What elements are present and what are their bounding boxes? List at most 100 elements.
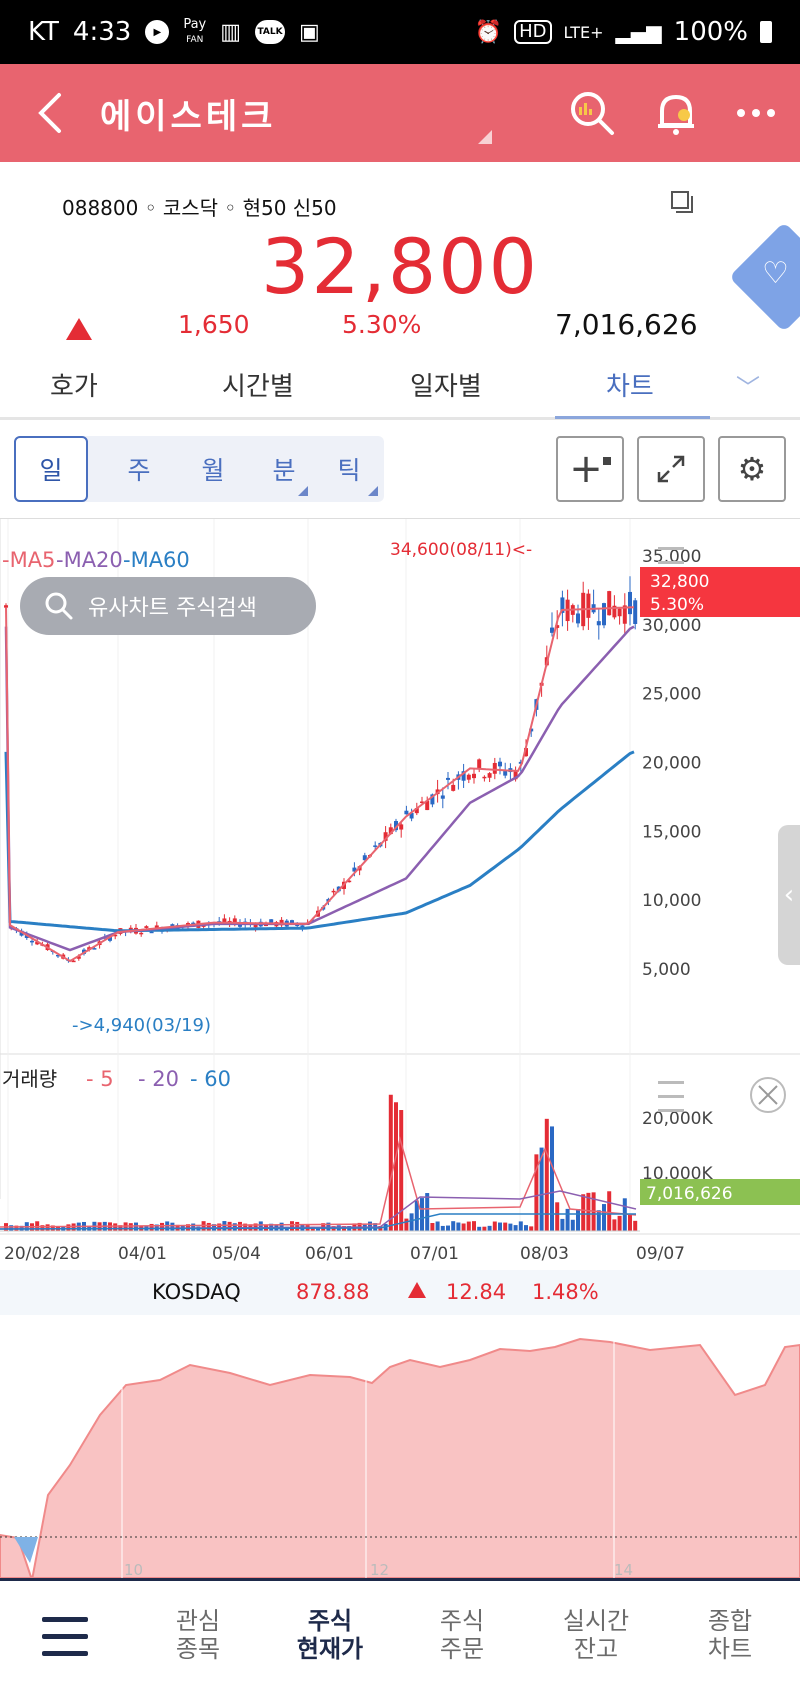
candle-body (446, 777, 450, 780)
heart-icon: ♡ (762, 256, 789, 291)
candle-body (388, 827, 393, 835)
nav-watchlist[interactable]: 관심 종목 (138, 1607, 258, 1663)
candle-body (607, 591, 612, 616)
tab-by-date[interactable]: 일자별 (410, 372, 482, 402)
candle-body (331, 890, 336, 893)
similar-chart-search-button[interactable]: 유사차트 주식검색 (20, 577, 316, 635)
clock: 4:33 (72, 17, 132, 47)
bell-icon[interactable] (654, 89, 698, 137)
candle-body (622, 605, 627, 624)
volume-bar (435, 1221, 440, 1231)
change-rate: 5.30% (342, 310, 422, 339)
candle-body (498, 761, 502, 767)
market-index-bar[interactable]: KOSDAQ 878.88 12.84 1.48% (0, 1270, 800, 1315)
back-button[interactable] (0, 64, 100, 162)
candle-body (238, 923, 242, 927)
volume-bar (602, 1204, 606, 1231)
candle-body (617, 608, 622, 617)
nav-full-chart[interactable]: 종합 차트 (670, 1607, 790, 1663)
carrier-label: KT (28, 17, 59, 47)
volume-legend-item: - 20 (138, 1067, 179, 1091)
price-change: 1,650 (178, 310, 250, 339)
period-tick[interactable]: 틱 (337, 456, 361, 485)
nav-order-label: 주식 주문 (439, 1607, 485, 1663)
search-icon[interactable] (568, 89, 616, 137)
title-dropdown-indicator[interactable] (478, 130, 492, 144)
volume-bar (550, 1126, 554, 1231)
tab-orderbook[interactable]: 호가 (50, 372, 98, 402)
side-panel-handle[interactable]: ‹ (778, 825, 800, 965)
volume-bar (316, 1226, 320, 1231)
copy-icon[interactable] (670, 190, 696, 216)
candle-body (222, 918, 227, 924)
candle-body (373, 845, 378, 847)
stock-chart[interactable]: 35,000 30,000 25,000 20,000 15,000 10,000 5,00… (0, 518, 800, 1270)
volume-menu-icon (658, 1109, 684, 1112)
volume-bar (66, 1224, 71, 1231)
period-day[interactable]: 일 (14, 436, 88, 502)
candle-body (576, 613, 580, 624)
volume-bar (425, 1193, 430, 1231)
alarm-icon: ⏰ (474, 19, 503, 45)
signal-icon: ▂▄▆ (615, 20, 662, 44)
volume-bar (222, 1221, 227, 1231)
candle-body (503, 771, 508, 776)
volume-bar (518, 1221, 523, 1231)
candle-body (201, 925, 206, 927)
volume-bar (570, 1219, 575, 1231)
index-chart: 10 12 14 (0, 1315, 800, 1578)
tab-chart[interactable]: 차트 (606, 372, 654, 402)
period-minute[interactable]: 분 (272, 456, 296, 485)
fullscreen-button[interactable] (637, 436, 705, 502)
candle-body (550, 627, 554, 633)
candle-body (440, 795, 445, 799)
chevron-down-icon[interactable]: ﹀ (736, 374, 760, 402)
low-price-label: ->4,940(03/19) (72, 1015, 211, 1036)
candle-body (633, 600, 638, 624)
up-arrow-icon (66, 318, 92, 340)
candle-body (30, 940, 34, 943)
period-month[interactable]: 월 (201, 456, 225, 485)
hd-badge: HD (514, 20, 552, 44)
menu-icon[interactable] (42, 1617, 88, 1668)
volume-bar (206, 1222, 211, 1231)
volume-bar (238, 1221, 242, 1231)
candle-body (108, 936, 112, 941)
chart-settings-button[interactable]: ⚙ (718, 436, 786, 502)
volume-bar (394, 1102, 398, 1231)
period-week[interactable]: 주 (127, 456, 151, 485)
ma-legend-item: -MA5 (2, 548, 55, 572)
price-tick-label: 35,000 (642, 547, 701, 567)
index-name: KOSDAQ (152, 1280, 241, 1304)
volume-menu-icon (658, 1095, 684, 1098)
volume-bar (388, 1094, 393, 1231)
candle-body (492, 762, 497, 774)
volume-bar (290, 1221, 294, 1231)
volume-bar (628, 1214, 632, 1231)
nav-current-price[interactable]: 주식 현재가 (270, 1607, 390, 1663)
price-tick-label: 25,000 (642, 685, 701, 705)
volume-bar (227, 1221, 232, 1231)
back-arrow-icon (38, 93, 61, 133)
current-price-tag-value: 32,800 (650, 572, 709, 592)
play-icon: ▶ (145, 20, 170, 44)
battery-icon (760, 21, 772, 43)
candle-body (362, 855, 367, 861)
similar-chart-search-label: 유사차트 주식검색 (88, 596, 257, 621)
high-price-label: 34,600(08/11)<- (390, 540, 532, 560)
dot-icon (602, 457, 611, 465)
more-icon[interactable] (736, 107, 776, 119)
volume-ma5-line (0, 1136, 637, 1228)
chart-canvas[interactable]: 35,000 30,000 25,000 20,000 15,000 10,000 5,00… (0, 519, 800, 1271)
volume-bar (482, 1226, 487, 1231)
nav-order[interactable]: 주식 주문 (402, 1607, 522, 1663)
candle-body (477, 759, 482, 769)
app-bar: 에이스테크 (0, 64, 800, 162)
tab-by-time[interactable]: 시간별 (222, 372, 294, 402)
nav-balance[interactable]: 실시간 잔고 (536, 1607, 656, 1663)
volume-bar (113, 1223, 118, 1231)
network-label: LTE+ (563, 22, 604, 42)
candle-body (35, 941, 40, 945)
add-indicator-button[interactable]: + (556, 436, 624, 502)
candle-body (76, 956, 81, 959)
